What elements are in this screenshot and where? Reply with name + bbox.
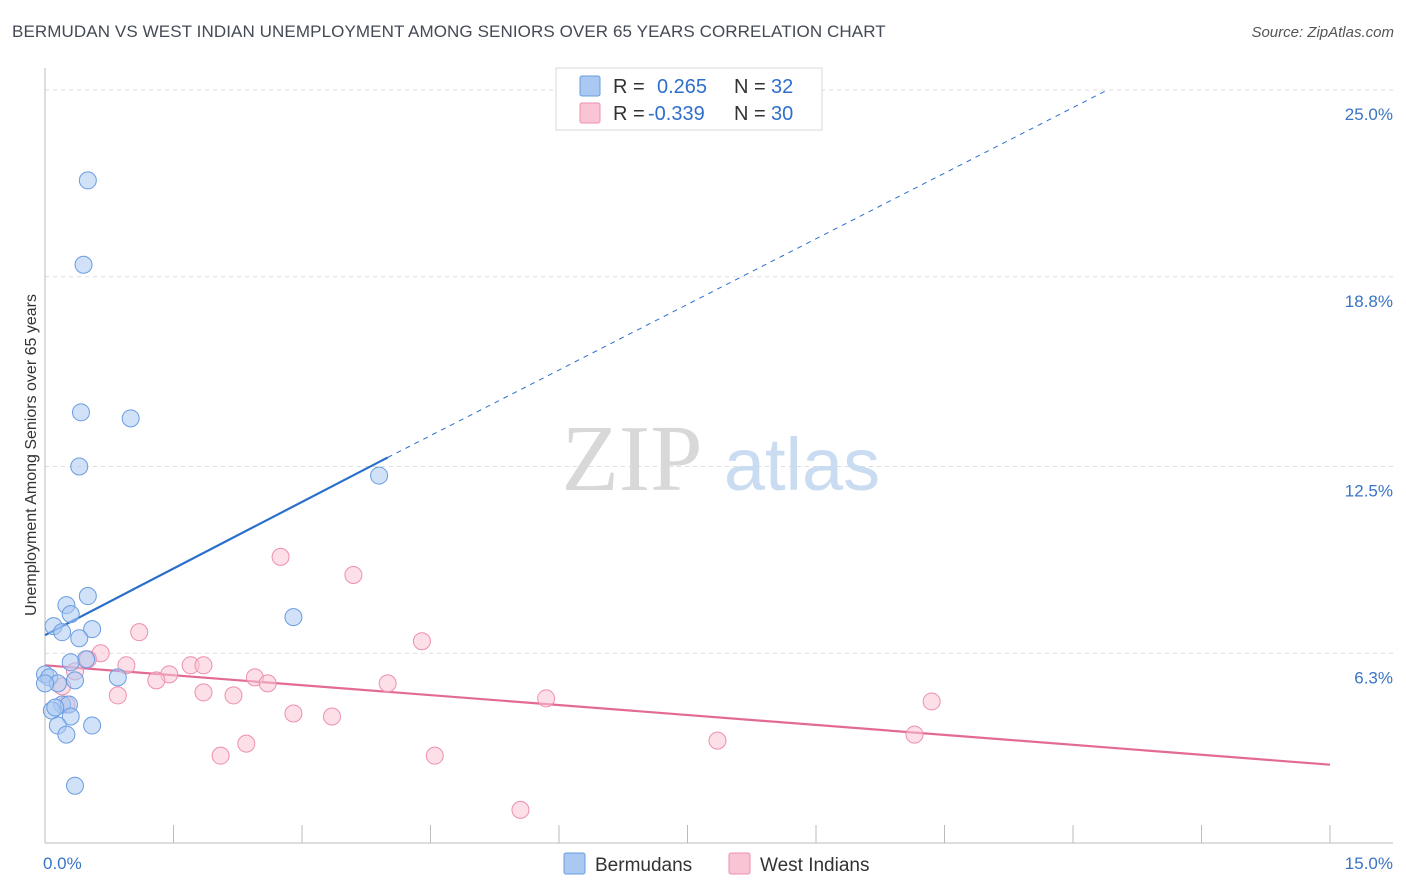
point-west-indians xyxy=(708,731,727,750)
point-bermudans xyxy=(83,620,102,639)
point-bermudans xyxy=(61,605,80,624)
point-bermudans xyxy=(78,171,97,190)
trend-line-west-indians xyxy=(44,664,1331,766)
point-west-indians xyxy=(271,547,290,566)
source-label: Source: ZipAtlas.com xyxy=(1251,24,1394,41)
watermark: ZIP atlas xyxy=(562,407,881,511)
watermark-zip: ZIP xyxy=(562,407,703,511)
point-bermudans xyxy=(71,403,90,422)
legend-r-value-2: -0.339 xyxy=(648,103,705,125)
point-west-indians xyxy=(130,623,149,642)
y-tick-label: 18.8% xyxy=(1345,292,1393,311)
point-bermudans xyxy=(65,671,84,690)
point-bermudans xyxy=(46,698,65,717)
legend-r-label-2: R = xyxy=(613,103,645,125)
point-bermudans xyxy=(83,716,102,735)
point-west-indians xyxy=(511,800,530,819)
point-west-indians xyxy=(224,686,243,705)
x-tick-labels: 0.0% 15.0% xyxy=(43,854,1393,873)
point-bermudans xyxy=(61,707,80,726)
point-west-indians xyxy=(344,565,363,584)
point-west-indians xyxy=(108,686,127,705)
bottom-legend-bermudans: Bermudans xyxy=(595,855,692,876)
legend-r-label-1: R = xyxy=(613,76,645,98)
point-west-indians xyxy=(922,692,941,711)
point-west-indians xyxy=(905,725,924,744)
point-bermudans xyxy=(65,776,84,795)
axes xyxy=(44,68,1393,844)
point-bermudans xyxy=(284,608,303,627)
point-west-indians xyxy=(258,674,277,693)
point-bermudans xyxy=(70,457,89,476)
point-west-indians xyxy=(194,683,213,702)
bottom-legend: Bermudans West Indians xyxy=(563,852,869,876)
point-bermudans xyxy=(77,650,96,669)
point-bermudans xyxy=(78,587,97,606)
point-west-indians xyxy=(378,674,397,693)
bottom-legend-swatch-west-indians xyxy=(728,852,751,875)
trend-line-extension xyxy=(387,89,1108,458)
data-points xyxy=(36,171,941,819)
y-tick-label: 6.3% xyxy=(1354,668,1393,687)
point-bermudans xyxy=(121,409,140,428)
point-west-indians xyxy=(284,704,303,723)
point-west-indians xyxy=(194,656,213,675)
point-bermudans xyxy=(61,653,80,672)
point-bermudans xyxy=(36,674,54,693)
legend-n-value-1: 32 xyxy=(771,76,793,98)
legend-r-value-1: 0.265 xyxy=(657,76,707,98)
chart-title: BERMUDAN VS WEST INDIAN UNEMPLOYMENT AMO… xyxy=(12,22,886,41)
point-west-indians xyxy=(537,689,556,708)
trend-line-bermudans xyxy=(44,456,389,637)
x-tick-label: 0.0% xyxy=(43,854,82,873)
point-west-indians xyxy=(237,734,256,753)
point-west-indians xyxy=(147,671,166,690)
y-axis-label: Unemployment Among Seniors over 65 years xyxy=(23,294,40,616)
point-bermudans xyxy=(57,725,76,744)
gridlines xyxy=(45,89,1393,654)
point-west-indians xyxy=(211,746,230,765)
point-west-indians xyxy=(322,707,341,726)
bottom-legend-swatch-bermudans xyxy=(563,852,586,875)
legend: R = 0.265 N = 32 R = -0.339 N = 30 xyxy=(555,67,823,131)
x-tick-label: 15.0% xyxy=(1345,854,1393,873)
legend-swatch-bermudans xyxy=(579,75,601,97)
legend-swatch-west-indians xyxy=(579,102,601,124)
point-bermudans xyxy=(74,255,93,274)
watermark-atlas: atlas xyxy=(724,423,880,506)
point-bermudans xyxy=(370,466,389,485)
point-west-indians xyxy=(412,632,431,651)
y-tick-label: 12.5% xyxy=(1345,482,1393,501)
legend-n-label-2: N = xyxy=(734,103,766,125)
point-bermudans xyxy=(108,668,127,687)
point-bermudans xyxy=(70,629,89,648)
y-tick-label: 25.0% xyxy=(1345,105,1393,124)
point-bermudans xyxy=(53,623,72,642)
bottom-legend-west-indians: West Indians xyxy=(760,855,869,876)
y-tick-labels: 6.3% 12.5% 18.8% 25.0% xyxy=(1345,105,1393,687)
point-west-indians xyxy=(425,746,444,765)
legend-n-label-1: N = xyxy=(734,76,766,98)
legend-n-value-2: 30 xyxy=(771,103,793,125)
